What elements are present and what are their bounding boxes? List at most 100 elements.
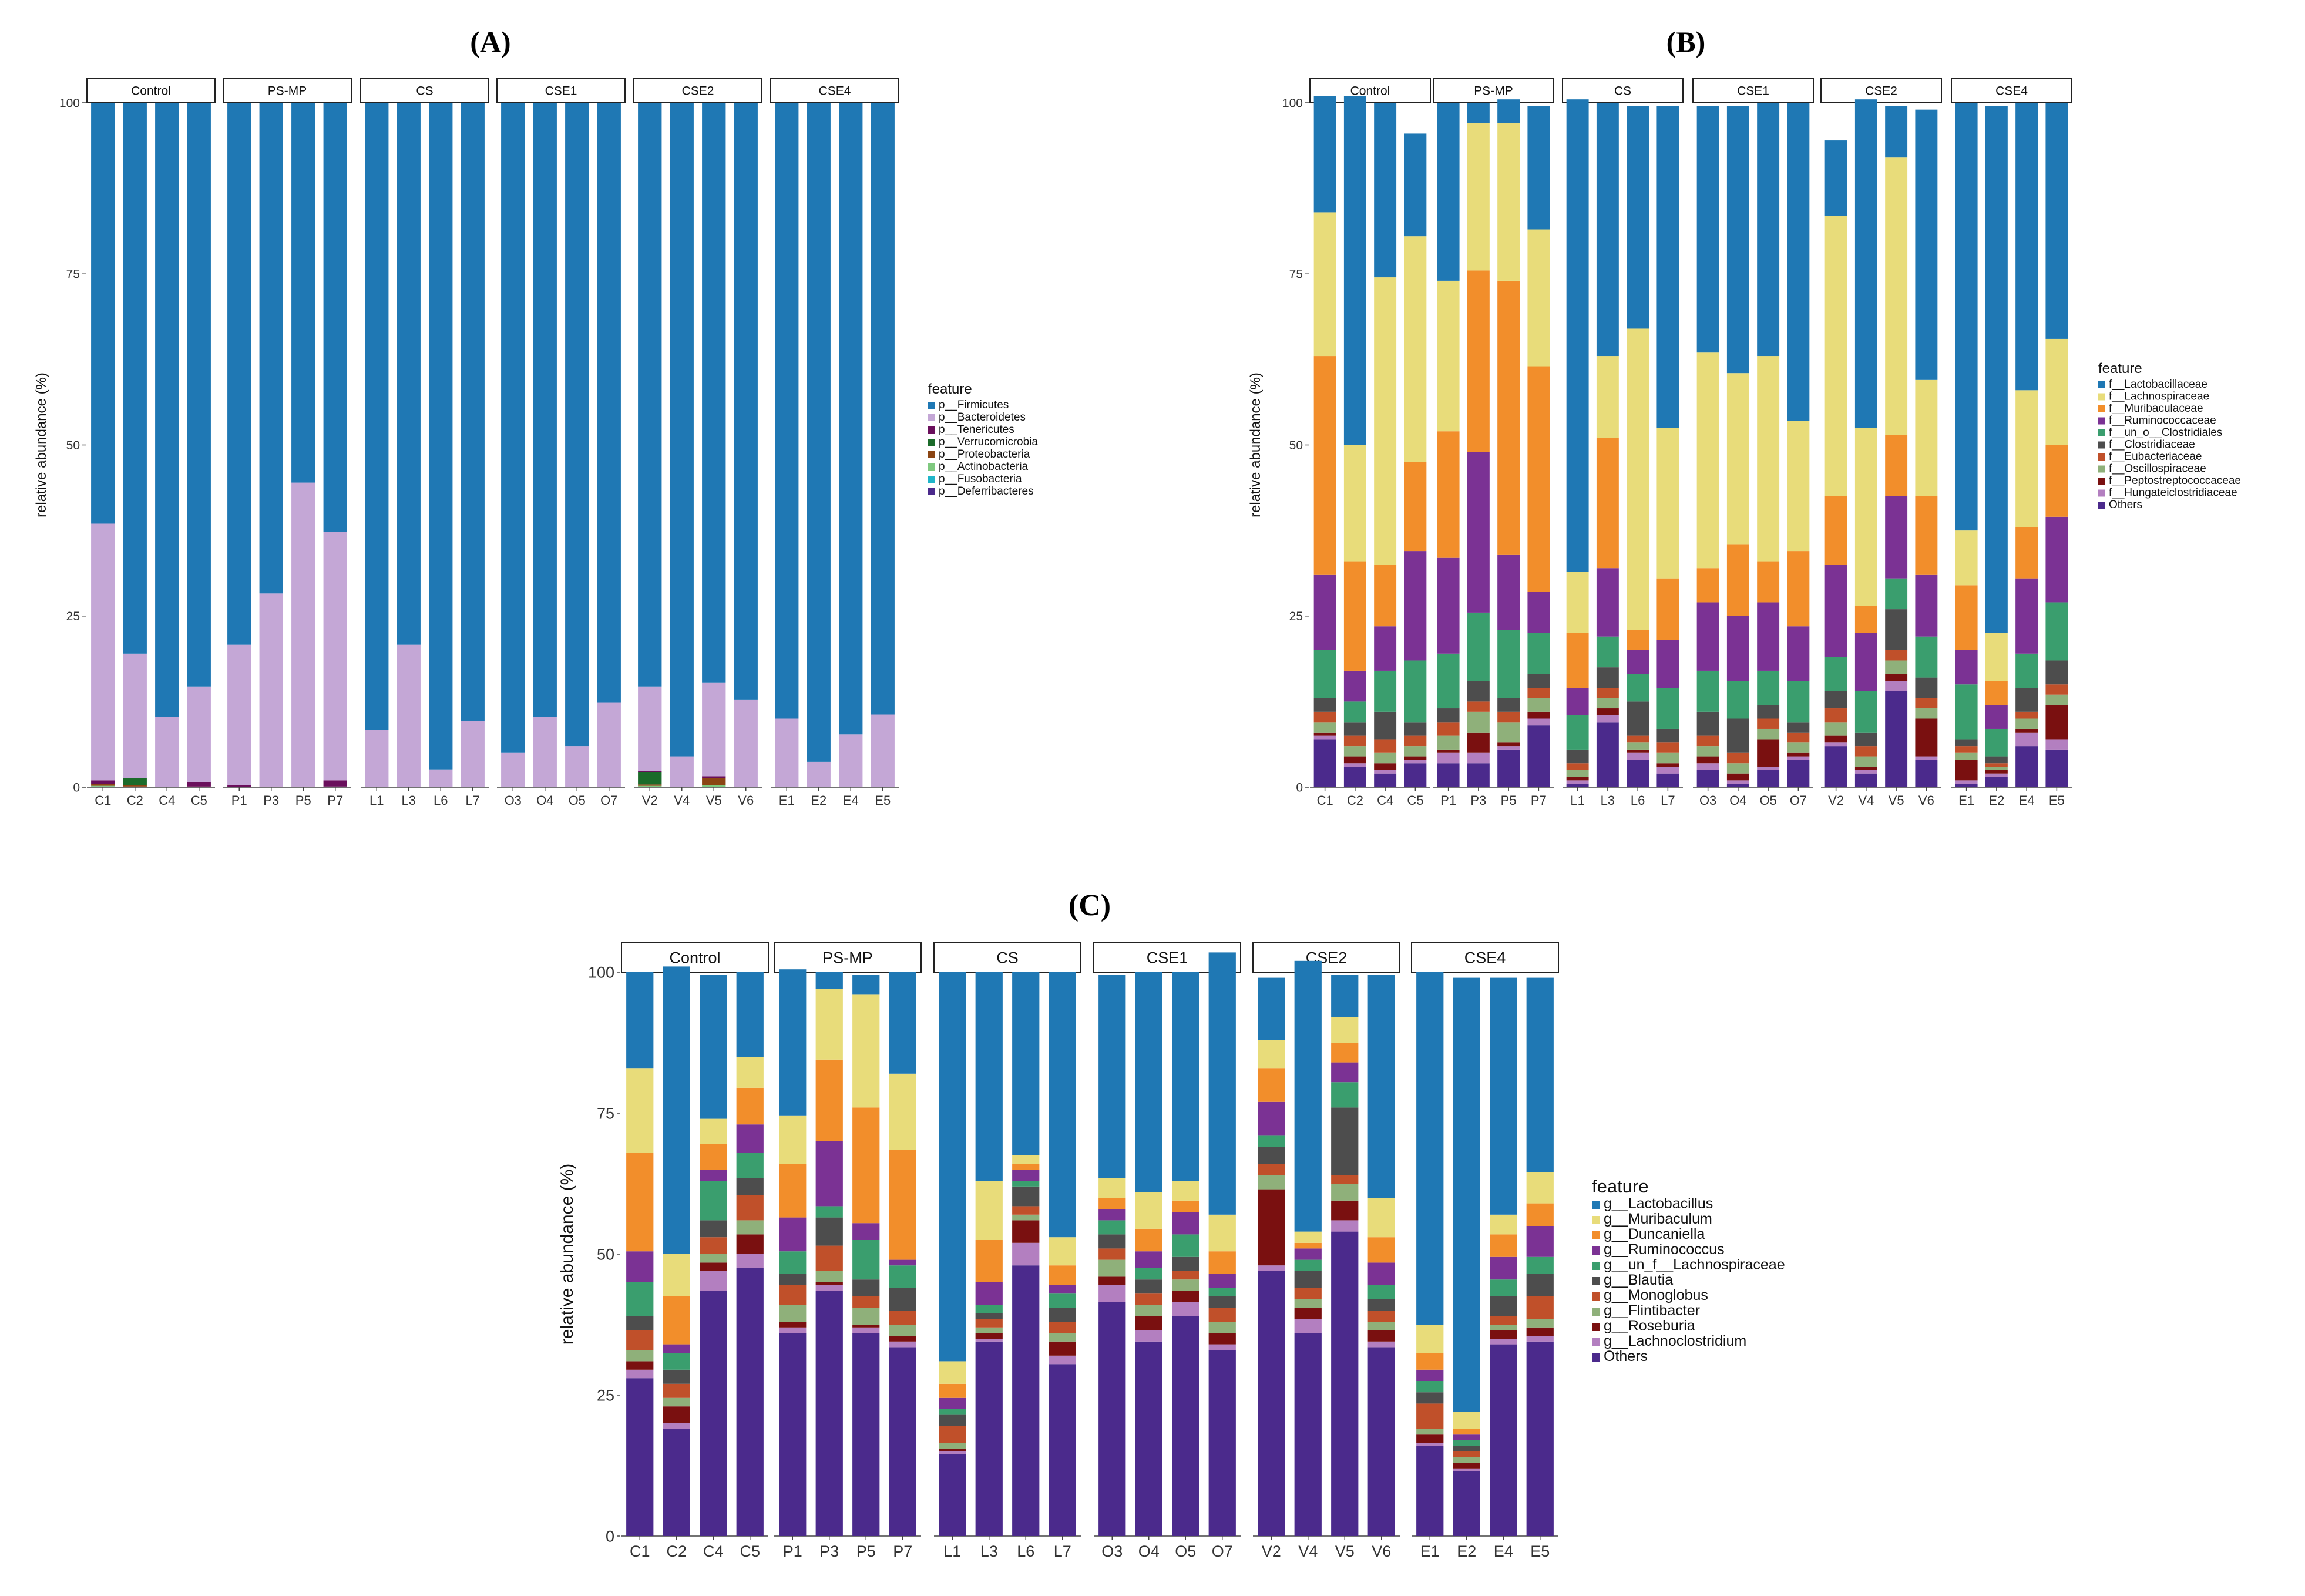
bar-segment-v2-9	[1258, 1265, 1285, 1271]
x-tick-label: V6	[738, 793, 754, 808]
bar-segment-e5-0	[1526, 977, 1554, 1172]
bar-segment-l7-0	[1049, 972, 1076, 1238]
bar-segment-o5-6	[1757, 718, 1780, 729]
x-tick-label: E2	[1988, 793, 2004, 808]
facet-cs: CS L1 L3 L6 L7	[933, 942, 1081, 1560]
bar-segment-v2-2	[1824, 496, 1847, 565]
bar-segment-v5-3	[1331, 1062, 1359, 1083]
bar-segment-v2-1	[1258, 1040, 1285, 1069]
bar-segment-v2-5	[1824, 691, 1847, 709]
legend-swatch	[1592, 1353, 1600, 1362]
bar-segment-l1-10	[939, 1454, 966, 1536]
bar-segment-p1-8	[1437, 749, 1460, 753]
bar-segment-e4-10	[1490, 1344, 1517, 1536]
bar-segment-v2-0	[1258, 977, 1285, 1040]
x-tick-label: V2	[1262, 1543, 1281, 1560]
y-axis-label: relative abundance (%)	[33, 372, 49, 518]
bar-segment-p7-7	[1527, 698, 1550, 712]
x-tick-label: O3	[505, 793, 522, 808]
facet-control: Control C1 C2 C4 C5	[86, 78, 216, 808]
facet-strip-label: PS-MP	[822, 949, 873, 967]
bar-segment-o7-8	[1208, 1333, 1236, 1345]
bar-segment-l3-2	[1596, 438, 1619, 569]
bar-segment-e1-4	[1955, 684, 1978, 740]
bar-segment-p5-3	[852, 1223, 880, 1240]
bar-segment-l1-0	[365, 103, 389, 730]
bar-segment-p3-9	[1467, 752, 1490, 764]
bar-segment-c1-8	[1313, 732, 1336, 736]
bar-segment-o7-1	[597, 702, 621, 787]
legend-swatch	[2098, 417, 2105, 425]
bar-segment-v5-0	[1331, 975, 1359, 1017]
bar-segment-p1-10	[1437, 763, 1460, 787]
bar-segment-p3-9	[815, 1285, 843, 1291]
bar-segment-p7-3	[1527, 592, 1550, 633]
x-tick-label: O5	[1175, 1543, 1196, 1560]
bar-segment-l3-3	[975, 1282, 1003, 1305]
bar-segment-c5-1	[736, 1057, 764, 1088]
bar-segment-c2-2	[1343, 561, 1366, 671]
bar-segment-v6-0	[734, 103, 758, 700]
bar-segment-v5-5	[1331, 1107, 1359, 1175]
bar-segment-c4-5	[1374, 711, 1397, 740]
bar-segment-e5-0	[871, 103, 895, 715]
bar-segment-l6-1	[429, 769, 453, 787]
bar-segment-l7-0	[461, 103, 485, 721]
bar-segment-v2-2	[1258, 1068, 1285, 1102]
bar-segment-e2-10	[1985, 777, 2008, 787]
bar-segment-v5-3	[1885, 496, 1908, 579]
bar-segment-v5-2	[1331, 1043, 1359, 1063]
bar-segment-v2-0	[638, 103, 662, 687]
x-tick-label: L3	[1601, 793, 1615, 808]
bar-segment-c5-9	[736, 1254, 764, 1268]
facet-strip	[1252, 942, 1400, 973]
facet-ps-mp: PS-MP P1 P3 P5 P7	[774, 942, 922, 1560]
x-tick-label: E5	[1530, 1543, 1550, 1560]
bar-segment-l1-0	[939, 972, 966, 1362]
bar-segment-e1-3	[1416, 1369, 1444, 1381]
bar-segment-e5-3	[1526, 1226, 1554, 1257]
bar-segment-e5-3	[2045, 516, 2068, 603]
bar-segment-c1-2	[91, 780, 115, 784]
bar-segment-l6-8	[1012, 1220, 1040, 1243]
bar-segment-v5-7	[1885, 660, 1908, 674]
bar-segment-v4-8	[1294, 1308, 1322, 1319]
facet-strip	[1951, 78, 2072, 103]
x-tick-label: P7	[327, 793, 343, 808]
bar-segment-o3-2	[1098, 1198, 1126, 1209]
bar-segment-v5-0	[702, 103, 726, 683]
bar-segment-v6-10	[1367, 1347, 1395, 1536]
bar-segment-l3-9	[1596, 715, 1619, 723]
bar-segment-e5-9	[2045, 739, 2068, 750]
bar-segment-c1-5	[1313, 698, 1336, 712]
bar-segment-l1-9	[939, 1451, 966, 1454]
bar-segment-v5-6	[1331, 1175, 1359, 1184]
bar-segment-e5-5	[1526, 1274, 1554, 1296]
bar-segment-o5-1	[1757, 356, 1780, 562]
bar-segment-c2-8	[1343, 756, 1366, 764]
x-tick-label: O5	[1759, 793, 1776, 808]
bar-segment-v4-1	[1294, 1231, 1322, 1243]
bar-segment-c1-2	[1313, 356, 1336, 575]
bar-segment-p5-0	[1497, 99, 1520, 123]
bar-segment-p5-10	[1497, 749, 1520, 787]
bar-segment-c4-6	[700, 1237, 727, 1254]
legend-label: f__Lactobacillaceae	[2109, 378, 2207, 391]
bar-segment-l1-6	[1566, 763, 1589, 770]
bar-segment-o4-7	[1726, 763, 1749, 774]
legend-swatch	[928, 463, 935, 471]
bar-segment-v4-0	[1294, 960, 1322, 1232]
x-tick-label: L7	[1054, 1543, 1071, 1560]
facet-strip	[1411, 942, 1559, 973]
legend-swatch	[2098, 502, 2105, 509]
bar-segment-o3-8	[1696, 756, 1719, 764]
bar-segment-o7-5	[1787, 722, 1810, 733]
bar-segment-e1-0	[1955, 103, 1978, 531]
legend-label: g__Duncaniella	[1604, 1226, 1705, 1242]
bar-segment-c4-0	[700, 975, 727, 1119]
bar-segment-p5-2	[1497, 280, 1520, 555]
bar-segment-l7-10	[1049, 1364, 1076, 1536]
bar-segment-o4-5	[1135, 1279, 1162, 1294]
bar-segment-v2-5	[638, 785, 662, 787]
bar-segment-l7-5	[1656, 728, 1679, 743]
